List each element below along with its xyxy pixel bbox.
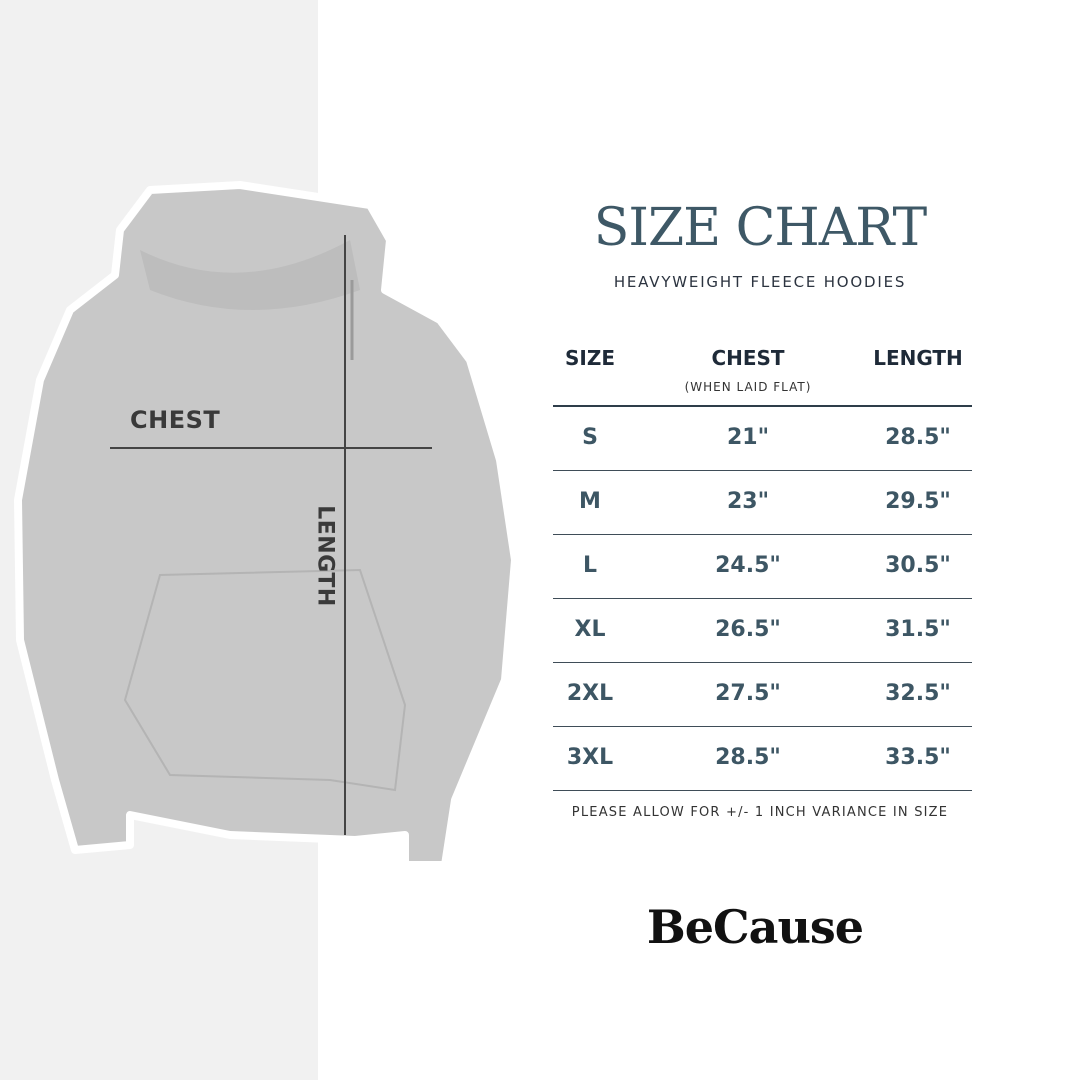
cell-length: 29.5" <box>885 489 951 514</box>
page-title: SIZE CHART <box>593 198 927 258</box>
header-length: LENGTH <box>873 346 963 370</box>
size-table: SIZE CHEST (WHEN LAID FLAT) LENGTH S 21" 2… <box>553 340 972 791</box>
table-row: 2XL 27.5" 32.5" <box>553 663 972 727</box>
cell-size: 2XL <box>566 681 614 706</box>
hood-opening <box>140 240 360 310</box>
cell-length: 32.5" <box>885 681 951 706</box>
pocket <box>123 568 407 792</box>
length-label: LENGTH <box>312 505 338 607</box>
hoodie-body <box>14 181 519 869</box>
header-chest-note: (WHEN LAID FLAT) <box>684 380 812 394</box>
cell-length: 33.5" <box>885 745 951 770</box>
cell-size: L <box>582 553 598 578</box>
cell-chest: 28.5" <box>715 745 781 770</box>
header-size: SIZE <box>564 346 616 370</box>
brand-logo: BeCause <box>646 900 864 954</box>
cell-chest: 23" <box>726 489 770 514</box>
table-row: L 24.5" 30.5" <box>553 535 972 599</box>
table-row: 3XL 28.5" 33.5" <box>553 727 972 791</box>
cell-length: 31.5" <box>885 617 951 642</box>
cell-length: 28.5" <box>885 425 951 450</box>
cell-size: 3XL <box>566 745 614 770</box>
cell-length: 30.5" <box>885 553 951 578</box>
cell-size: M <box>579 489 601 514</box>
subtitle: HEAVYWEIGHT FLEECE HOODIES <box>613 273 907 291</box>
chest-label: CHEST <box>130 406 221 434</box>
table-row: XL 26.5" 31.5" <box>553 599 972 663</box>
footnote: PLEASE ALLOW FOR +/- 1 INCH VARIANCE IN … <box>571 805 949 820</box>
hoodie-image <box>14 181 519 869</box>
cell-chest: 27.5" <box>715 681 781 706</box>
table-header: SIZE CHEST (WHEN LAID FLAT) LENGTH <box>553 340 972 407</box>
header-chest: CHEST <box>711 346 785 370</box>
cell-size: XL <box>574 617 606 642</box>
cell-chest: 21" <box>726 425 770 450</box>
table-row: S 21" 28.5" <box>553 407 972 471</box>
table-row: M 23" 29.5" <box>553 471 972 535</box>
cell-chest: 24.5" <box>715 553 781 578</box>
cell-chest: 26.5" <box>715 617 781 642</box>
cell-size: S <box>582 425 598 450</box>
